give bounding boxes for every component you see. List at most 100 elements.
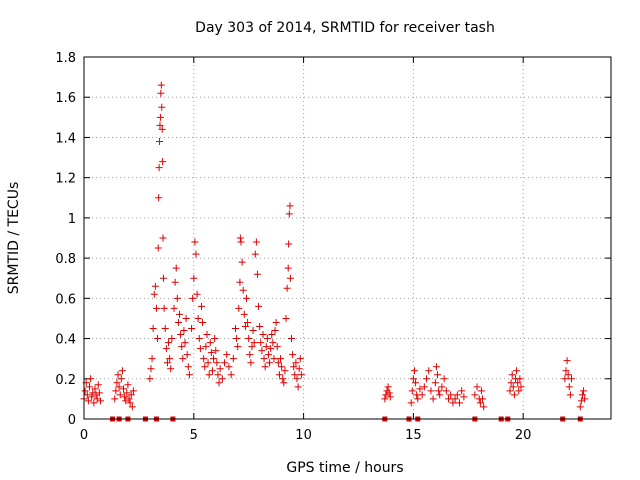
data-point: [189, 294, 197, 302]
data-point: [159, 274, 167, 282]
x-tick-label: 15: [405, 428, 422, 443]
data-point: [177, 331, 185, 339]
data-point: [210, 355, 218, 363]
data-point: [147, 365, 155, 373]
data-point: [238, 258, 246, 266]
data-point: [192, 250, 200, 258]
data-point: [440, 375, 448, 383]
data-point: [516, 375, 524, 383]
data-point: [434, 371, 442, 379]
data-point: [578, 391, 586, 399]
data-point: [510, 391, 518, 399]
data-point: [285, 240, 293, 248]
data-point: [94, 381, 102, 389]
data-point: [410, 367, 418, 375]
data-point: [206, 339, 214, 347]
data-point: [567, 375, 575, 383]
data-point: [253, 270, 261, 278]
data-point: [259, 331, 267, 339]
data-point: [257, 339, 265, 347]
data-point: [176, 310, 184, 318]
data-point: [223, 351, 231, 359]
data-point: [152, 304, 160, 312]
data-point: [218, 375, 226, 383]
y-axis-label: SRMTID / TECUs: [6, 182, 22, 295]
data-point: [111, 395, 119, 403]
data-point: [451, 395, 459, 403]
data-point: [203, 331, 211, 339]
y-tick-label: 0.4: [55, 333, 76, 348]
data-point: [237, 238, 245, 246]
data-point: [214, 371, 222, 379]
data-point: [196, 345, 204, 353]
data-point: [227, 371, 235, 379]
data-point: [261, 363, 269, 371]
data-point: [242, 294, 250, 302]
data-point: [420, 383, 428, 391]
y-tick-label: 0.8: [55, 252, 76, 267]
data-point: [221, 359, 229, 367]
data-point: [473, 383, 481, 391]
data-point: [179, 355, 187, 363]
data-point: [297, 371, 305, 379]
data-point: [264, 351, 272, 359]
data-point: [205, 371, 213, 379]
data-point: [429, 395, 437, 403]
data-point: [278, 363, 286, 371]
data-point: [280, 379, 288, 387]
data-point: [479, 395, 487, 403]
data-point: [127, 391, 135, 399]
data-point: [154, 335, 162, 343]
data-point: [121, 393, 129, 401]
data-point: [174, 318, 182, 326]
data-point: [114, 371, 122, 379]
data-point: [431, 379, 439, 387]
data-point: [435, 387, 443, 395]
data-point: [418, 391, 426, 399]
data-point: [262, 343, 270, 351]
data-point: [281, 367, 289, 375]
grid-lines: [84, 57, 611, 419]
data-point: [191, 238, 199, 246]
data-point: [565, 383, 573, 391]
data-point: [256, 322, 264, 330]
data-point: [199, 318, 207, 326]
data-point: [272, 318, 280, 326]
data-point: [250, 339, 258, 347]
y-tick-label: 0.6: [55, 292, 76, 307]
data-point: [156, 121, 164, 129]
data-point: [81, 387, 89, 395]
data-point: [213, 359, 221, 367]
x-tick-label: 0: [80, 428, 88, 443]
data-point: [167, 365, 175, 373]
data-point: [385, 389, 393, 397]
data-point: [285, 210, 293, 218]
data-point: [563, 357, 571, 365]
data-point: [120, 385, 128, 393]
data-point: [293, 375, 301, 383]
data-point: [289, 351, 297, 359]
data-point: [165, 339, 173, 347]
data-point: [296, 355, 304, 363]
data-point: [193, 290, 201, 298]
data-point: [273, 343, 281, 351]
data-point: [212, 347, 220, 355]
data-point: [249, 327, 257, 335]
data-point: [118, 367, 126, 375]
data-point: [291, 371, 299, 379]
y-tick-label: 1: [68, 212, 76, 227]
y-tick-label: 1.4: [55, 131, 76, 146]
data-point: [116, 391, 124, 399]
data-point: [158, 103, 166, 111]
x-tick-label: 5: [190, 428, 198, 443]
data-point: [295, 365, 303, 373]
data-point: [438, 383, 446, 391]
data-point: [211, 335, 219, 343]
data-point: [471, 391, 479, 399]
data-point: [85, 383, 93, 391]
data-point: [258, 347, 266, 355]
data-point: [507, 379, 515, 387]
data-point: [477, 387, 485, 395]
data-point: [447, 391, 455, 399]
